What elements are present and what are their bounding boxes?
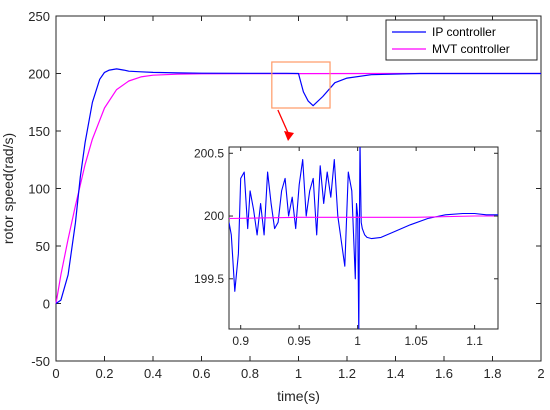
- y-tick-label: -50: [31, 354, 50, 369]
- x-tick-label: 2: [537, 366, 544, 381]
- inset-x-tick-label: 0.95: [287, 334, 311, 348]
- inset-frame: [228, 146, 499, 330]
- inset-y-tick-label: 200: [204, 209, 224, 223]
- x-tick-label: 0.2: [95, 366, 113, 381]
- x-tick-label: 1.6: [435, 366, 453, 381]
- y-tick-label: 100: [28, 182, 50, 197]
- inset-x-tick-label: 1.1: [466, 334, 483, 348]
- inset-x-tick-label: 1.05: [404, 334, 428, 348]
- zoom-arrow-line: [277, 109, 290, 136]
- series-line-ip-controller: [55, 68, 541, 304]
- x-tick-label: 1.4: [386, 366, 404, 381]
- zoom-arrow-head: [284, 131, 294, 141]
- x-axis-label: time(s): [277, 388, 320, 404]
- inset-x-tick-label: 1: [354, 334, 361, 348]
- y-axis-label: rotor speed(rad/s): [0, 133, 16, 244]
- x-tick-label: 0.6: [192, 366, 210, 381]
- x-tick-label: 1: [295, 366, 302, 381]
- y-tick-label: 50: [36, 239, 50, 254]
- x-tick-label: 0: [52, 366, 59, 381]
- y-tick-label: 0: [43, 297, 50, 312]
- y-tick-label: 150: [28, 124, 50, 139]
- x-tick-label: 0.8: [241, 366, 259, 381]
- x-tick-label: 1.8: [483, 366, 501, 381]
- inset-line-mvt-controller: [229, 215, 498, 220]
- zoom-box: [271, 61, 331, 109]
- inset-y-tick-label: 199.5: [194, 272, 224, 286]
- y-tick-label: 200: [28, 67, 50, 82]
- x-tick-label: 1.2: [338, 366, 356, 381]
- inset-x-tick-label: 0.9: [232, 334, 249, 348]
- legend-label: IP controller: [432, 25, 496, 39]
- x-tick-label: 0.4: [144, 366, 162, 381]
- legend: [385, 19, 538, 61]
- y-tick-label: 250: [28, 9, 50, 24]
- legend-label: MVT controller: [432, 42, 510, 56]
- inset-line-ip-controller: [229, 147, 498, 329]
- inset-y-tick-label: 200.5: [194, 146, 224, 160]
- inset-plot: [229, 147, 498, 329]
